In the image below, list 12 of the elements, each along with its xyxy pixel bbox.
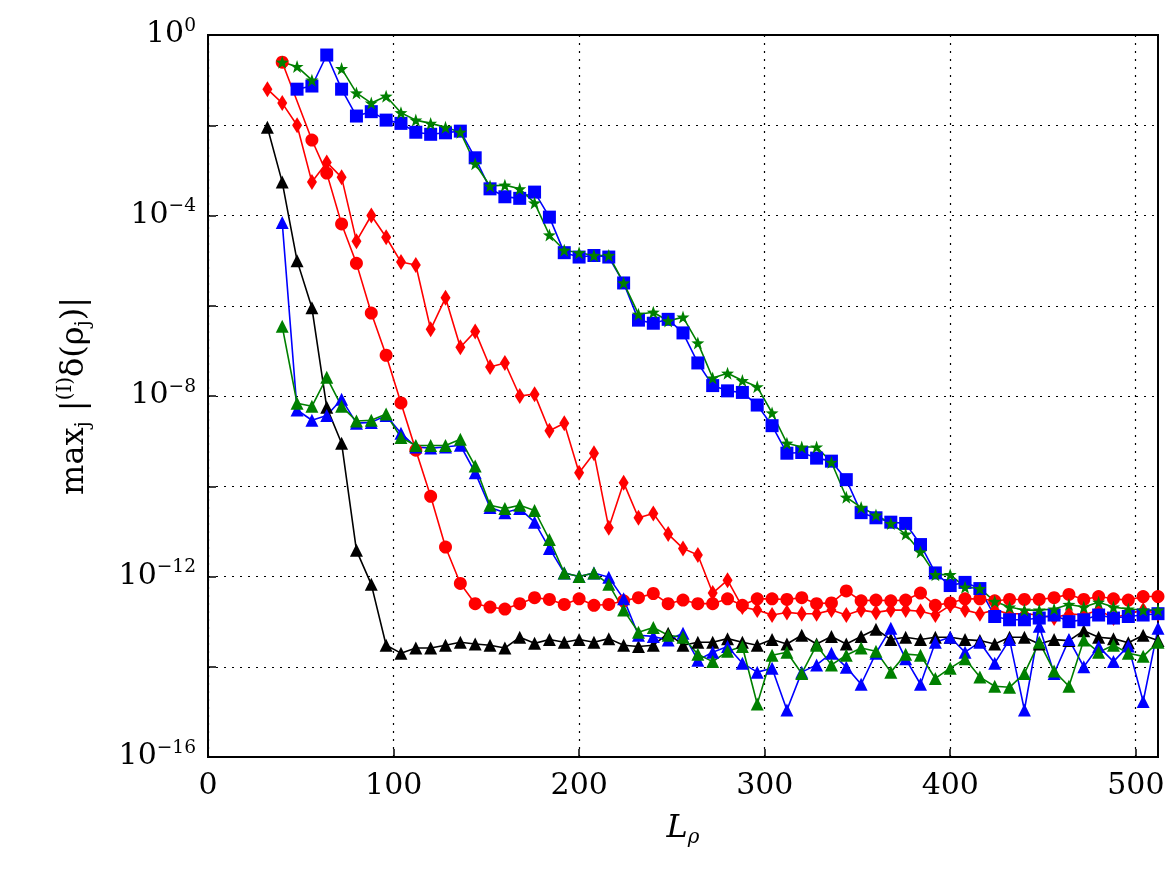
- x-axis-title: L$_{ρ}$: [666, 807, 700, 848]
- x-tick-label: 300: [736, 766, 794, 801]
- x-tick-label: 100: [365, 766, 423, 801]
- y-tick-label: 10$^{−4}$: [130, 194, 196, 230]
- x-tick-label: 0: [198, 766, 218, 801]
- x-tick-label: 200: [550, 766, 608, 801]
- x-tick-label: 400: [921, 766, 979, 801]
- y-tick-label: 10$^{−16}$: [118, 735, 196, 771]
- y-tick-label: 10$^{−8}$: [130, 374, 196, 410]
- y-tick-label: 10$^{0}$: [145, 13, 196, 49]
- x-tick-label: 500: [1107, 766, 1165, 801]
- y-tick-label: 10$^{−12}$: [118, 555, 196, 591]
